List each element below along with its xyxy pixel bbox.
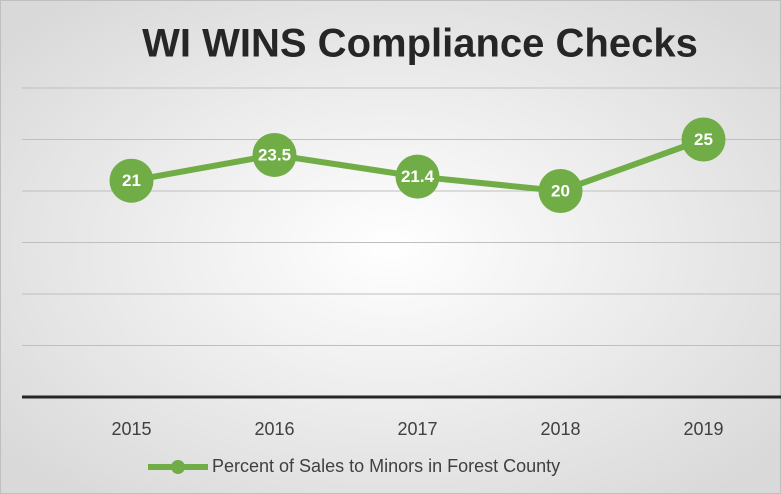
- x-tick-label: 2016: [254, 419, 294, 439]
- x-tick-label: 2017: [397, 419, 437, 439]
- data-label: 21.4: [401, 167, 435, 186]
- marker: [395, 154, 440, 199]
- legend-marker: [171, 460, 185, 474]
- x-tick-label: 2018: [540, 419, 580, 439]
- legend-label: Percent of Sales to Minors in Forest Cou…: [212, 456, 560, 476]
- data-label: 20: [551, 181, 570, 200]
- marker: [252, 132, 297, 177]
- marker: [681, 117, 726, 162]
- marker: [109, 158, 154, 203]
- marker: [538, 169, 583, 213]
- data-label: 25: [694, 130, 713, 149]
- x-tick-label: 2019: [683, 419, 723, 439]
- data-label: 23.5: [258, 145, 291, 164]
- data-label: 21: [122, 171, 141, 190]
- x-tick-label: 2015: [111, 419, 151, 439]
- chart-title: WI WINS Compliance Checks: [142, 22, 698, 66]
